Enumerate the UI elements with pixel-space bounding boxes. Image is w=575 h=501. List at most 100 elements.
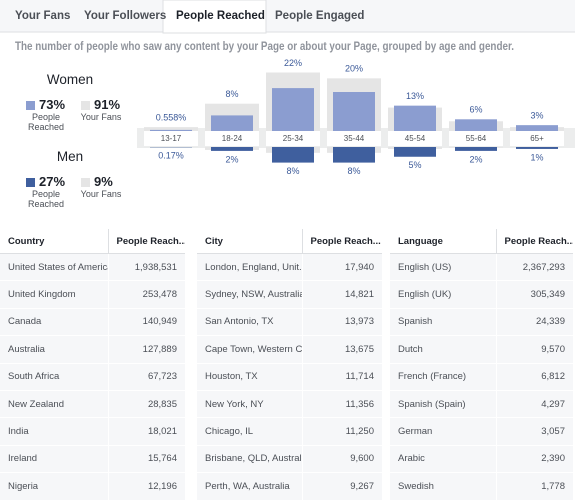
cell-name: United States of America (0, 254, 108, 281)
legend-swatch (81, 178, 90, 187)
cell-name: Houston, TX (197, 363, 302, 390)
column-header: Country (0, 229, 108, 254)
cell-value: 3,057 (496, 418, 573, 445)
cell-value: 127,889 (108, 336, 185, 363)
value-label: 5% (408, 160, 421, 170)
cell-name: United Kingdom (0, 281, 108, 308)
cell-name: Chicago, IL (197, 418, 302, 445)
table-row: Cape Town, Western C...13,675 (197, 336, 382, 363)
cell-name: Cape Town, Western C... (197, 336, 302, 363)
value-label: 8% (286, 166, 299, 176)
legend-label: Your Fans (75, 112, 127, 122)
value-label: 0.17% (158, 151, 184, 161)
reached-bar (455, 119, 497, 131)
reached-bar (333, 92, 375, 131)
legend-label: Your Fans (75, 189, 127, 199)
legend-total: 91% (94, 97, 120, 112)
cell-value: 1,778 (496, 473, 573, 500)
cell-value: 18,021 (108, 418, 185, 445)
reached-bar (333, 147, 375, 163)
cell-value: 13,973 (302, 308, 382, 335)
value-label: 8% (225, 89, 238, 99)
legend-label: People Reached (26, 189, 66, 209)
cell-name: Ireland (0, 445, 108, 472)
cell-name: Australia (0, 336, 108, 363)
reached-bar (211, 115, 253, 131)
column-header: Language (390, 229, 496, 254)
cell-value: 1,938,531 (108, 254, 185, 281)
column-header: People Reach... (108, 229, 185, 254)
reached-bar (516, 147, 558, 149)
cell-value: 17,940 (302, 254, 382, 281)
cell-name: Nigeria (0, 473, 108, 500)
cell-name: India (0, 418, 108, 445)
cell-name: French (France) (390, 363, 496, 390)
value-label: 6% (469, 105, 482, 115)
cell-name: Spanish (390, 308, 496, 335)
age-label: 65+ (530, 134, 544, 143)
tab[interactable]: Your Fans (15, 10, 70, 22)
tab[interactable]: People Reached (176, 10, 265, 22)
value-label: 2% (469, 154, 482, 164)
table-row: English (US)2,367,293 (390, 254, 573, 281)
cell-name: South Africa (0, 363, 108, 390)
value-label: 22% (284, 58, 302, 68)
tab[interactable]: Your Followers (84, 10, 166, 22)
legend-swatch (26, 101, 35, 110)
age-label: 55-64 (466, 134, 487, 143)
reached-bar (211, 147, 253, 151)
legend-swatch (26, 178, 35, 187)
cell-name: Swedish (390, 473, 496, 500)
legend-total: 73% (39, 97, 65, 112)
cell-value: 11,356 (302, 390, 382, 417)
cell-name: Perth, WA, Australia (197, 473, 302, 500)
cell-value: 67,723 (108, 363, 185, 390)
column-header: People Reach... (496, 229, 573, 254)
cell-value: 12,196 (108, 473, 185, 500)
age-label: 35-44 (344, 134, 365, 143)
reached-bar (150, 130, 192, 131)
value-label: 8% (347, 166, 360, 176)
tab[interactable]: People Engaged (275, 10, 364, 22)
column-header: City (197, 229, 302, 254)
cell-value: 24,339 (496, 308, 573, 335)
cell-value: 305,349 (496, 281, 573, 308)
age-label: 13-17 (161, 134, 182, 143)
group-heading: Women (30, 72, 110, 87)
cell-value: 253,478 (108, 281, 185, 308)
value-label: 0.558% (156, 112, 187, 122)
table-row: English (UK)305,349 (390, 281, 573, 308)
table-row: Spanish (Spain)4,297 (390, 390, 573, 417)
cell-value: 4,297 (496, 390, 573, 417)
cell-name: English (UK) (390, 281, 496, 308)
cell-value: 6,812 (496, 363, 573, 390)
value-label: 13% (406, 91, 424, 101)
cell-value: 11,714 (302, 363, 382, 390)
cell-name: Dutch (390, 336, 496, 363)
cell-name: New York, NY (197, 390, 302, 417)
group-heading: Men (30, 149, 110, 164)
cell-value: 9,570 (496, 336, 573, 363)
